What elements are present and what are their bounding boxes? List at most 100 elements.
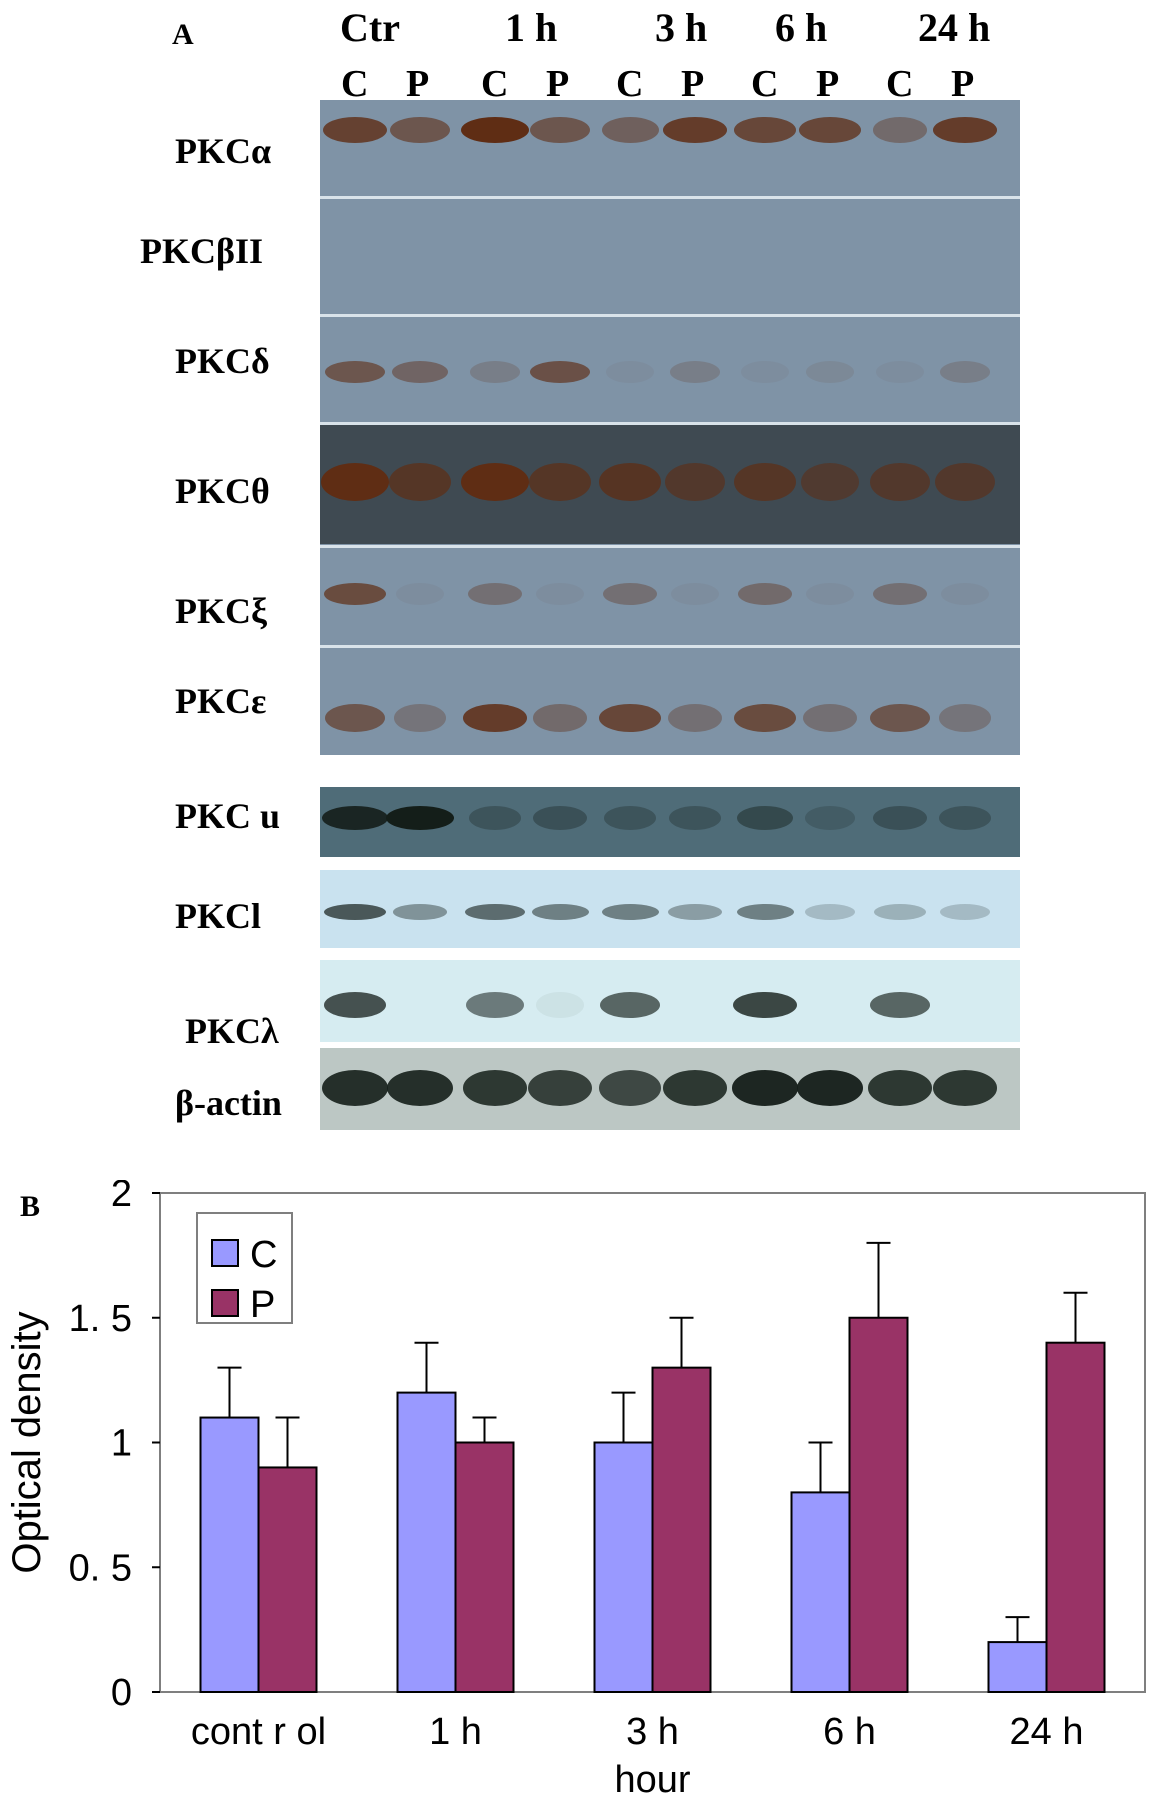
- time-label: Ctr: [340, 5, 400, 50]
- blot-band: [870, 463, 930, 501]
- blot-band: [389, 463, 451, 501]
- blot-band: [805, 361, 855, 383]
- bar-P: [454, 1441, 515, 1693]
- blot-band: [662, 1070, 728, 1106]
- blot-band: [867, 1070, 933, 1106]
- x-tick-label: 3 h: [626, 1711, 679, 1753]
- blot-band: [876, 361, 924, 383]
- protein-label: PKCl: [175, 896, 261, 936]
- blot-band: [935, 463, 995, 501]
- bar-C: [396, 1391, 457, 1693]
- legend-label-C: C: [250, 1234, 277, 1276]
- blot-band: [869, 992, 931, 1018]
- blot-band: [872, 117, 928, 143]
- x-tick-label: 6 h: [823, 1711, 876, 1753]
- blot-band: [601, 904, 659, 920]
- blot-band: [939, 904, 991, 920]
- protein-label: β-actin: [175, 1083, 282, 1123]
- legend-swatch-P: [211, 1289, 239, 1317]
- blot-band: [461, 117, 529, 143]
- bar-P: [848, 1316, 909, 1693]
- lane-label: C: [751, 63, 779, 105]
- blot-band: [324, 583, 386, 605]
- blot-separator: [320, 545, 1020, 548]
- blot-band: [662, 117, 728, 143]
- blot-band: [461, 463, 529, 501]
- blot-band: [734, 463, 796, 501]
- blot-band: [804, 904, 856, 920]
- blot-band: [529, 463, 591, 501]
- blot-band: [603, 583, 657, 605]
- y-tick-label: 2: [111, 1180, 132, 1215]
- blot-strip: [320, 870, 1020, 948]
- blot-band: [938, 704, 992, 732]
- blot-band: [803, 704, 857, 732]
- blot-band: [932, 117, 998, 143]
- protein-label: PKCα: [175, 131, 272, 171]
- blot-band: [393, 704, 447, 732]
- blot-separator: [320, 645, 1020, 648]
- blot-band: [668, 704, 722, 732]
- blot-band: [598, 1070, 662, 1106]
- y-axis-label: Optical density: [5, 1311, 49, 1573]
- x-tick-label: cont r ol: [191, 1711, 326, 1753]
- blot-band: [932, 1070, 998, 1106]
- bar-C: [593, 1441, 654, 1693]
- blot-band: [533, 806, 587, 830]
- x-axis-label: hour: [614, 1759, 690, 1801]
- blot-band: [669, 361, 721, 383]
- y-tick-label: 0. 5: [69, 1547, 132, 1589]
- legend-label-P: P: [250, 1284, 275, 1326]
- lane-label: C: [341, 63, 369, 105]
- bar-chart: 0 0. 5 1 1. 5 2 Optical density cont r ol 1 h 3 …: [5, 1180, 1146, 1801]
- x-tick-label: 1 h: [429, 1711, 482, 1753]
- blot-band: [390, 117, 450, 143]
- lane-label: P: [951, 63, 975, 105]
- protein-label: PKC u: [175, 796, 281, 836]
- blot-band: [938, 806, 992, 830]
- lane-label: P: [546, 63, 570, 105]
- lane-label: P: [681, 63, 705, 105]
- lane-label: C: [616, 63, 644, 105]
- blot-band: [798, 117, 862, 143]
- blot-band: [387, 1070, 453, 1106]
- blot-band: [396, 583, 444, 605]
- y-tick-label: 0: [111, 1672, 132, 1714]
- y-tick-label: 1: [111, 1423, 132, 1465]
- blot-band: [599, 992, 661, 1018]
- blot-band: [532, 704, 588, 732]
- blot-band: [322, 806, 388, 830]
- time-label: 24 h: [918, 5, 991, 50]
- protein-label: PKCλ: [185, 1011, 279, 1051]
- blot-band: [529, 361, 591, 383]
- bar-P: [257, 1466, 318, 1694]
- blot-band: [386, 806, 454, 830]
- bar-C: [987, 1641, 1048, 1694]
- blot-band: [737, 583, 793, 605]
- protein-label: PKCθ: [175, 471, 270, 511]
- lane-label: P: [816, 63, 840, 105]
- blot-band: [796, 1070, 864, 1106]
- blot-band: [528, 1070, 592, 1106]
- lane-label: P: [406, 63, 430, 105]
- blot-band: [939, 361, 991, 383]
- blot-band: [873, 583, 927, 605]
- blot-band: [601, 117, 659, 143]
- blot-band: [731, 1070, 799, 1106]
- protein-label: PKCε: [175, 681, 267, 721]
- lane-label: C: [481, 63, 509, 105]
- blot-band: [325, 704, 385, 732]
- blot-band: [606, 361, 654, 383]
- blot-band: [530, 117, 590, 143]
- blot-band: [800, 463, 860, 501]
- y-tick-label: 1. 5: [69, 1298, 132, 1340]
- blot-separator: [320, 422, 1020, 425]
- blot-band: [462, 1070, 528, 1106]
- blot-band: [668, 806, 722, 830]
- bar-C: [790, 1491, 851, 1693]
- blot-band: [465, 904, 525, 920]
- blot-band: [321, 463, 389, 501]
- panel-b-letter: B: [20, 1190, 41, 1223]
- time-label: 3 h: [655, 5, 708, 50]
- blot-band: [806, 583, 854, 605]
